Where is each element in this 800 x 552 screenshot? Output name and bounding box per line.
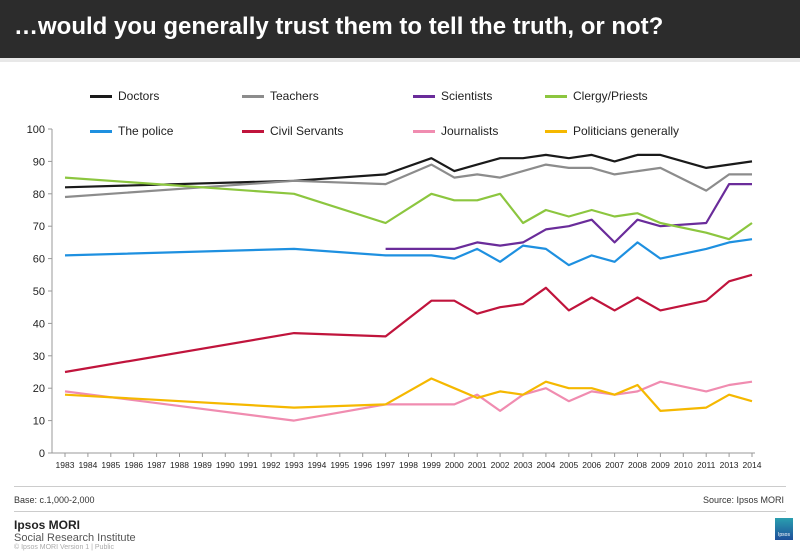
x-tick-label: 2004 xyxy=(536,460,555,470)
legend-swatch xyxy=(545,94,567,98)
x-tick-label: 1991 xyxy=(239,460,258,470)
x-tick-label: 2013 xyxy=(720,460,739,470)
y-tick-label: 50 xyxy=(33,286,45,298)
y-tick-label: 60 xyxy=(33,254,45,266)
legend-item: Scientists xyxy=(413,89,492,103)
x-tick-label: 1993 xyxy=(285,460,304,470)
legend-swatch xyxy=(545,129,567,133)
y-tick-label: 40 xyxy=(33,318,45,330)
y-tick-label: 100 xyxy=(27,124,45,136)
line-chart: 0 10 20 30 40 50 60 70 80 90 100 1983 1984 1985 1986 19… xyxy=(27,124,762,470)
x-tick-label: 2000 xyxy=(445,460,464,470)
x-tick-label: 1990 xyxy=(216,460,235,470)
y-tick-label: 90 xyxy=(33,156,45,168)
x-tick-label: 2011 xyxy=(697,460,716,470)
legend-item: Civil Servants xyxy=(242,124,343,138)
x-tick-label: 1992 xyxy=(262,460,281,470)
x-tick-label: 2002 xyxy=(491,460,510,470)
legend-item: Journalists xyxy=(413,124,498,138)
legend-label: Teachers xyxy=(270,89,319,103)
y-tick-label: 10 xyxy=(33,416,45,428)
legend-item: The police xyxy=(90,124,173,138)
legend-label: Civil Servants xyxy=(270,124,344,138)
legend-swatch xyxy=(413,94,435,98)
x-tick-label: 1995 xyxy=(330,460,349,470)
page-title: …would you generally trust them to tell … xyxy=(14,13,664,40)
legend-item: Politicians generally xyxy=(545,124,679,138)
x-tick-label: 1998 xyxy=(399,460,418,470)
x-tick-label: 2001 xyxy=(468,460,487,470)
legend-label: Politicians generally xyxy=(573,124,680,138)
series-line-the-police xyxy=(64,238,753,267)
series-line-scientists xyxy=(385,183,752,250)
series-line-civil-servants xyxy=(64,273,753,374)
source-note: Source: Ipsos MORI xyxy=(702,495,784,505)
x-tick-label: 2009 xyxy=(651,460,670,470)
divider xyxy=(0,58,800,62)
x-tick-label: 1983 xyxy=(56,460,75,470)
legend-swatch xyxy=(90,129,112,133)
x-tick-label: 1999 xyxy=(422,460,441,470)
y-tick-label: 30 xyxy=(33,351,45,363)
legend-label: Scientists xyxy=(441,89,493,103)
series-line-clergy-priests xyxy=(64,176,753,241)
brand-subtitle: Social Research Institute xyxy=(14,532,136,544)
y-tick-label: 0 xyxy=(39,448,45,460)
x-tick-label: 1987 xyxy=(147,460,166,470)
y-tick-label: 20 xyxy=(33,383,45,395)
legend-label: Doctors xyxy=(118,89,160,103)
x-tick-label: 1985 xyxy=(101,460,120,470)
y-tick-label: 80 xyxy=(33,189,45,201)
x-tick-label: 1989 xyxy=(193,460,212,470)
legend-swatch xyxy=(413,129,435,133)
x-tick-label: 1996 xyxy=(353,460,372,470)
title-bar: …would you generally trust them to tell … xyxy=(0,0,800,58)
legend-label: The police xyxy=(118,124,174,138)
x-tick-label: 1994 xyxy=(307,460,326,470)
x-tick-label: 2003 xyxy=(514,460,533,470)
brand-name: Ipsos MORI xyxy=(14,518,81,532)
legend-item: Doctors xyxy=(90,89,159,103)
legend-label: Journalists xyxy=(441,124,499,138)
x-tick-label: 2007 xyxy=(605,460,624,470)
x-tick-label: 2014 xyxy=(743,460,762,470)
legend-swatch xyxy=(242,94,264,98)
x-tick-label: 2005 xyxy=(559,460,578,470)
x-tick-label: 2008 xyxy=(628,460,647,470)
x-tick-label: 2006 xyxy=(582,460,601,470)
copyright: © Ipsos MORI Version 1 | Public xyxy=(14,544,114,551)
series-line-teachers xyxy=(64,163,752,199)
x-tick-label: 1997 xyxy=(376,460,395,470)
divider xyxy=(14,511,786,512)
series-line-doctors xyxy=(64,153,753,189)
ipsos-logo: Ipsos xyxy=(775,518,793,540)
legend-item: Clergy/Priests xyxy=(545,89,648,103)
base-note: Base: c.1,000-2,000 xyxy=(14,495,95,505)
x-tick-label: 1984 xyxy=(78,460,97,470)
legend-item: Teachers xyxy=(242,89,319,103)
x-tick-label: 2010 xyxy=(674,460,693,470)
x-tick-label: 1988 xyxy=(170,460,189,470)
y-tick-label: 70 xyxy=(33,221,45,233)
legend-label: Clergy/Priests xyxy=(573,89,648,103)
series-line-journalists xyxy=(64,380,753,422)
legend-swatch xyxy=(90,94,112,98)
divider xyxy=(14,486,786,487)
series-line-politicians-generally xyxy=(64,377,753,412)
legend-swatch xyxy=(242,129,264,133)
x-tick-label: 1986 xyxy=(124,460,143,470)
